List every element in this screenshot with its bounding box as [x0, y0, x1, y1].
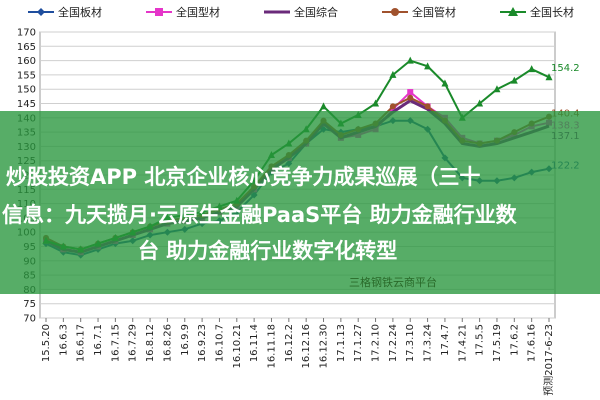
x-tick-label: 17.2.10: [371, 324, 382, 362]
x-tick-label: 17.1.13: [336, 324, 347, 362]
x-tick-label: 17.1.27: [353, 324, 364, 362]
legend-label: 全国管材: [412, 6, 456, 19]
overlay-title-line-3: 台 助力金融行业数字化转型: [138, 239, 398, 263]
x-tick-label: 16.7.1: [93, 324, 104, 356]
x-tick-label: 16.10.7: [214, 324, 225, 362]
y-tick-label: 75: [23, 299, 36, 310]
data-point: [424, 103, 431, 110]
data-point: [372, 99, 380, 107]
legend-swatch-triangle-icon: [500, 7, 526, 16]
y-tick-label: 150: [17, 85, 36, 96]
data-point: [424, 62, 432, 70]
data-point: [389, 103, 396, 110]
legend-label: 全国板材: [58, 6, 102, 19]
x-tick-label: 15.5.20: [41, 324, 52, 362]
x-tick-label: 17.2.24: [388, 324, 399, 362]
y-tick-label: 170: [17, 28, 36, 39]
legend-label: 全国型材: [176, 6, 220, 19]
y-tick-label: 160: [17, 56, 36, 67]
data-point: [406, 56, 414, 64]
legend-swatch-circle-icon: [382, 8, 408, 16]
x-tick-label: 16.11.18: [266, 324, 277, 369]
legend-item-section: 全国型材: [146, 4, 220, 20]
data-point: [476, 99, 484, 107]
x-tick-label: 16.7.15: [110, 324, 121, 362]
legend-item-pipe: 全国管材: [382, 4, 456, 20]
data-point: [528, 65, 536, 73]
data-point: [510, 76, 518, 84]
legend-label: 全国长材: [530, 6, 574, 19]
x-tick-label: 17.4.7: [440, 324, 451, 356]
x-tick-label: 16.9.9: [180, 324, 191, 356]
data-point: [545, 73, 553, 81]
data-point: [441, 79, 449, 87]
x-tick-label: 16.7.29: [128, 324, 139, 362]
legend-item-composite: 全国综合: [264, 4, 338, 20]
x-tick-label: 17.5.5: [475, 324, 486, 356]
x-tick-label: 17.6.2: [509, 324, 520, 356]
article-title-overlay[interactable]: 炒股投资APP 北京企业核心竞争力成果巡展（三十 信息：九天揽月·云原生金融Pa…: [0, 111, 600, 294]
data-point: [389, 70, 397, 78]
overlay-title-line-1: 炒股投资APP 北京企业核心竞争力成果巡展（三十: [6, 165, 481, 189]
x-tick-label: 17.3.24: [423, 324, 434, 362]
legend-swatch-square-icon: [146, 8, 172, 16]
data-point: [493, 85, 501, 93]
x-tick-label: 16.9.23: [197, 324, 208, 362]
x-tick-label: 16.6.3: [58, 324, 69, 356]
x-tick-label: 预测2017-6-23: [542, 324, 555, 396]
data-point: [407, 94, 414, 101]
overlay-title-line-2: 信息：九天揽月·云原生金融PaaS平台 助力金融行业数: [2, 203, 517, 227]
y-tick-label: 155: [17, 70, 36, 81]
x-tick-label: 16.8.26: [162, 324, 173, 362]
x-tick-label: 17.5.19: [492, 324, 503, 362]
watermark-text: 三格钢铁云商平台: [349, 276, 437, 289]
y-tick-label: 70: [23, 314, 36, 325]
data-point: [407, 89, 414, 96]
y-tick-label: 165: [17, 42, 36, 53]
x-tick-label: 17.4.21: [457, 324, 468, 362]
x-tick-label: 17.6.16: [527, 324, 538, 362]
x-tick-label: 16.12.30: [319, 324, 330, 369]
x-tick-label: 16.12.16: [301, 324, 312, 369]
chart-legend: 全国板材 全国型材 全国综合 全国管材: [28, 4, 598, 26]
x-tick-label: 17.3.10: [405, 324, 416, 362]
data-point: [320, 102, 328, 110]
legend-item-long: 全国长材: [500, 4, 574, 20]
x-tick-label: 16.12.2: [284, 324, 295, 362]
x-tick-label: 16.10.21: [232, 324, 243, 369]
legend-swatch-line-icon: [264, 10, 290, 14]
x-tick-label: 16.6.17: [76, 324, 87, 362]
legend-label: 全国综合: [294, 6, 338, 19]
legend-swatch-diamond-icon: [28, 8, 54, 16]
y-tick-label: 145: [17, 99, 36, 110]
x-tick-label: 16.8.12: [145, 324, 156, 362]
legend-item-plate: 全国板材: [28, 4, 102, 20]
end-value-label: 154.2: [551, 63, 580, 74]
x-tick-label: 16.11.4: [249, 324, 260, 362]
